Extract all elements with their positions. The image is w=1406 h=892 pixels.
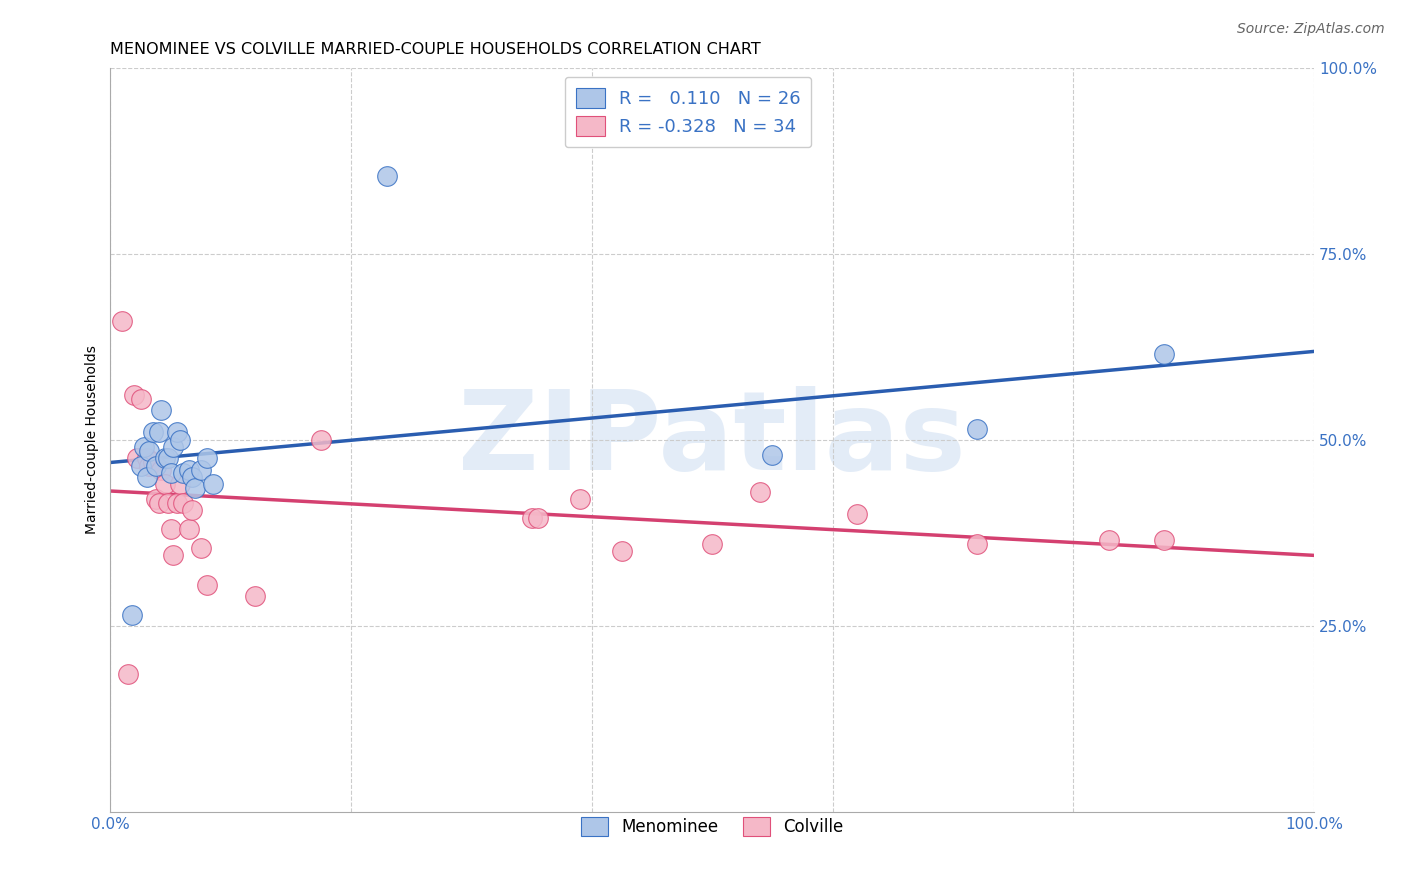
Point xyxy=(568,492,591,507)
Point xyxy=(125,451,148,466)
Point xyxy=(966,421,988,435)
Point xyxy=(181,503,204,517)
Point xyxy=(375,169,398,183)
Point xyxy=(195,578,218,592)
Point xyxy=(243,589,266,603)
Y-axis label: Married-couple Households: Married-couple Households xyxy=(86,345,100,534)
Point xyxy=(702,537,724,551)
Point xyxy=(141,455,163,469)
Point xyxy=(149,403,172,417)
Point xyxy=(610,544,633,558)
Text: Source: ZipAtlas.com: Source: ZipAtlas.com xyxy=(1237,22,1385,37)
Point xyxy=(1153,533,1175,548)
Point xyxy=(124,388,146,402)
Point xyxy=(129,458,152,473)
Text: MENOMINEE VS COLVILLE MARRIED-COUPLE HOUSEHOLDS CORRELATION CHART: MENOMINEE VS COLVILLE MARRIED-COUPLE HOU… xyxy=(111,42,761,57)
Point xyxy=(177,522,200,536)
Point xyxy=(177,462,200,476)
Point xyxy=(520,511,543,525)
Point xyxy=(148,425,170,440)
Point xyxy=(157,451,180,466)
Point xyxy=(162,440,184,454)
Point xyxy=(162,548,184,562)
Point xyxy=(749,484,772,499)
Point xyxy=(166,425,188,440)
Point xyxy=(761,448,783,462)
Point xyxy=(190,462,212,476)
Point xyxy=(309,433,332,447)
Point xyxy=(1098,533,1121,548)
Point xyxy=(132,440,155,454)
Point xyxy=(169,433,191,447)
Point xyxy=(148,496,170,510)
Point xyxy=(166,496,188,510)
Point xyxy=(141,425,163,440)
Point xyxy=(138,444,160,458)
Point xyxy=(129,392,152,406)
Point xyxy=(153,451,176,466)
Point xyxy=(526,511,548,525)
Point xyxy=(159,522,181,536)
Legend: Menominee, Colville: Menominee, Colville xyxy=(572,808,852,845)
Point xyxy=(172,496,194,510)
Point xyxy=(149,462,172,476)
Point xyxy=(172,467,194,481)
Point xyxy=(121,607,143,622)
Point xyxy=(138,458,160,473)
Point xyxy=(190,541,212,555)
Point xyxy=(195,451,218,466)
Point xyxy=(145,492,167,507)
Point xyxy=(153,477,176,491)
Point xyxy=(159,467,181,481)
Point xyxy=(111,314,134,328)
Point xyxy=(1153,347,1175,361)
Point xyxy=(181,470,204,484)
Point xyxy=(169,477,191,491)
Point xyxy=(117,667,139,681)
Point xyxy=(157,496,180,510)
Point xyxy=(135,470,157,484)
Text: ZIPatlas: ZIPatlas xyxy=(458,386,966,493)
Point xyxy=(966,537,988,551)
Point xyxy=(135,451,157,466)
Point xyxy=(845,507,868,521)
Point xyxy=(183,481,205,495)
Point xyxy=(145,458,167,473)
Point xyxy=(201,477,224,491)
